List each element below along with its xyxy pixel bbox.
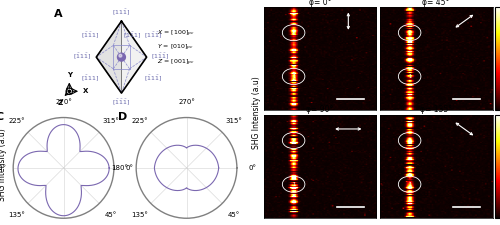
- Text: $[11\bar{1}]$: $[11\bar{1}]$: [112, 7, 130, 17]
- Text: 2: 2: [292, 138, 295, 143]
- Text: 2: 2: [408, 138, 411, 143]
- Text: Z: Z: [58, 100, 63, 106]
- Text: 2: 2: [408, 30, 411, 35]
- Circle shape: [118, 53, 126, 61]
- Circle shape: [119, 54, 122, 57]
- Circle shape: [68, 90, 70, 92]
- Text: D: D: [118, 112, 128, 122]
- Text: 1: 1: [408, 74, 411, 79]
- Text: $[\bar{1}\bar{1}\bar{1}]$: $[\bar{1}\bar{1}\bar{1}]$: [112, 98, 130, 107]
- Title: φ= 0°: φ= 0°: [309, 0, 332, 7]
- Text: SHG Intensity (a.u): SHG Intensity (a.u): [252, 76, 261, 149]
- Title: φ= 45°: φ= 45°: [422, 0, 450, 7]
- Text: $[\bar{1}11]$: $[\bar{1}11]$: [80, 74, 99, 83]
- Text: $[1\bar{1}1]$: $[1\bar{1}1]$: [123, 30, 142, 40]
- Text: $[\bar{1}\bar{1}1]$: $[\bar{1}\bar{1}1]$: [80, 31, 99, 40]
- Polygon shape: [96, 21, 122, 93]
- Text: 1: 1: [292, 182, 295, 187]
- Text: $X$ = [100]$_{pc}$
$Y$ = [010]$_{pc}$
$Z$ = [001]$_{pc}$: $X$ = [100]$_{pc}$ $Y$ = [010]$_{pc}$ $Z…: [158, 28, 195, 68]
- Text: $[\bar{1}1\bar{1}]$: $[\bar{1}1\bar{1}]$: [74, 52, 92, 61]
- Title: φ= 90°: φ= 90°: [306, 106, 334, 115]
- Text: C: C: [0, 112, 3, 122]
- Text: 1: 1: [408, 182, 411, 187]
- Text: $[1\bar{1}\bar{1}]$: $[1\bar{1}\bar{1}]$: [144, 31, 163, 40]
- Text: A: A: [54, 9, 62, 18]
- Text: SHG Intensity (a.u): SHG Intensity (a.u): [0, 128, 7, 201]
- Polygon shape: [122, 21, 146, 93]
- Text: Y: Y: [67, 72, 72, 78]
- Text: X: X: [83, 88, 88, 94]
- Text: 2: 2: [292, 30, 295, 35]
- Text: $[\bar{1}1\bar{1}]$: $[\bar{1}1\bar{1}]$: [144, 74, 163, 83]
- Text: 1: 1: [292, 74, 295, 79]
- Text: B: B: [236, 0, 244, 1]
- Title: φ= 135°: φ= 135°: [420, 106, 452, 115]
- Text: $[1\bar{1}\bar{1}]$: $[1\bar{1}\bar{1}]$: [151, 52, 170, 61]
